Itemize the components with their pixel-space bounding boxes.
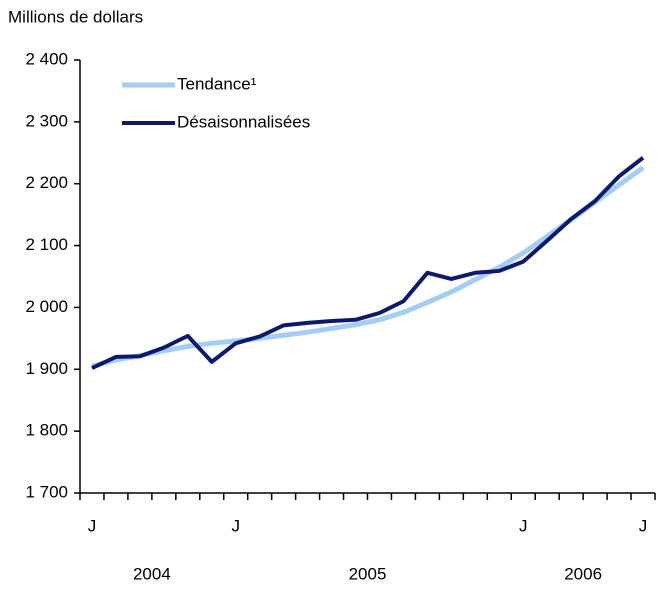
y-tick-label: 2 200 [25, 173, 68, 192]
y-tick-label: 2 300 [25, 111, 68, 130]
y-tick-label: 2 400 [25, 49, 68, 68]
y-axis-label: Millions de dollars [8, 7, 143, 26]
year-label: 2005 [349, 564, 387, 583]
y-tick-label: 1 900 [25, 359, 68, 378]
line-series [91, 156, 645, 370]
x-tick-label: J [519, 516, 528, 535]
legend-label: Désaisonnalisées [177, 112, 310, 131]
year-label: 2004 [133, 564, 171, 583]
year-label: 2006 [564, 564, 602, 583]
y-tick-label: 2 100 [25, 235, 68, 254]
y-tick-label: 1 700 [25, 482, 68, 501]
x-tick-label: J [231, 516, 240, 535]
legend-label: Tendance¹ [177, 74, 257, 93]
y-tick-label: 2 000 [25, 297, 68, 316]
x-tick-label: J [88, 516, 97, 535]
x-tick-label: J [639, 516, 648, 535]
y-tick-label: 1 800 [25, 421, 68, 440]
line-series [91, 165, 645, 369]
